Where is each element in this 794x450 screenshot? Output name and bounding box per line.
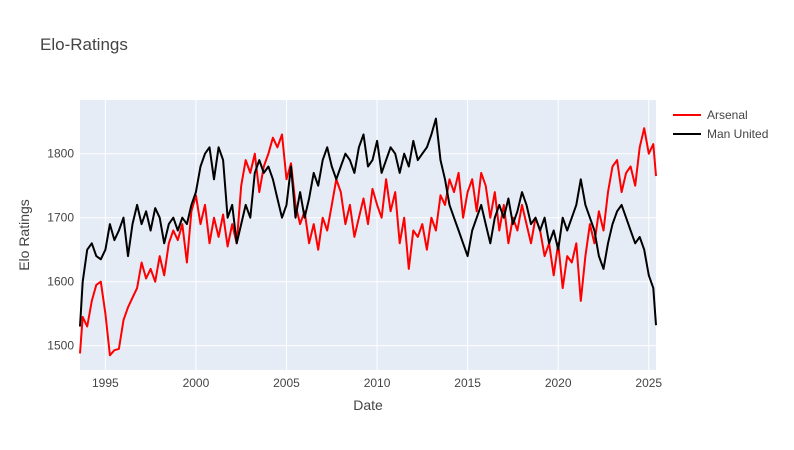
x-tick-label: 2005 xyxy=(273,376,300,390)
x-axis-ticks: 1995 2000 2005 2010 2015 2020 2025 xyxy=(92,376,662,390)
y-tick-label: 1700 xyxy=(47,211,74,225)
legend-item[interactable]: Man United xyxy=(673,127,768,141)
series-lines xyxy=(79,117,657,357)
series-line-1 xyxy=(79,117,657,327)
y-axis-ticks: 1500 1600 1700 1800 xyxy=(47,147,74,353)
y-tick-label: 1500 xyxy=(47,339,74,353)
legend-label: Man United xyxy=(707,127,768,141)
y-tick-label: 1600 xyxy=(47,275,74,289)
series-line-0 xyxy=(79,127,657,357)
x-axis-title: Date xyxy=(353,397,383,413)
legend: Arsenal Man United xyxy=(673,108,768,141)
x-tick-label: 2010 xyxy=(364,376,391,390)
x-tick-label: 2000 xyxy=(183,376,210,390)
chart-title: Elo-Ratings xyxy=(40,35,128,54)
legend-item[interactable]: Arsenal xyxy=(673,108,748,122)
legend-label: Arsenal xyxy=(707,108,748,122)
x-tick-label: 1995 xyxy=(92,376,119,390)
x-tick-label: 2015 xyxy=(454,376,481,390)
x-tick-label: 2025 xyxy=(635,376,662,390)
y-axis-title: Elo Ratings xyxy=(16,199,32,271)
y-tick-label: 1800 xyxy=(47,147,74,161)
x-tick-label: 2020 xyxy=(545,376,572,390)
